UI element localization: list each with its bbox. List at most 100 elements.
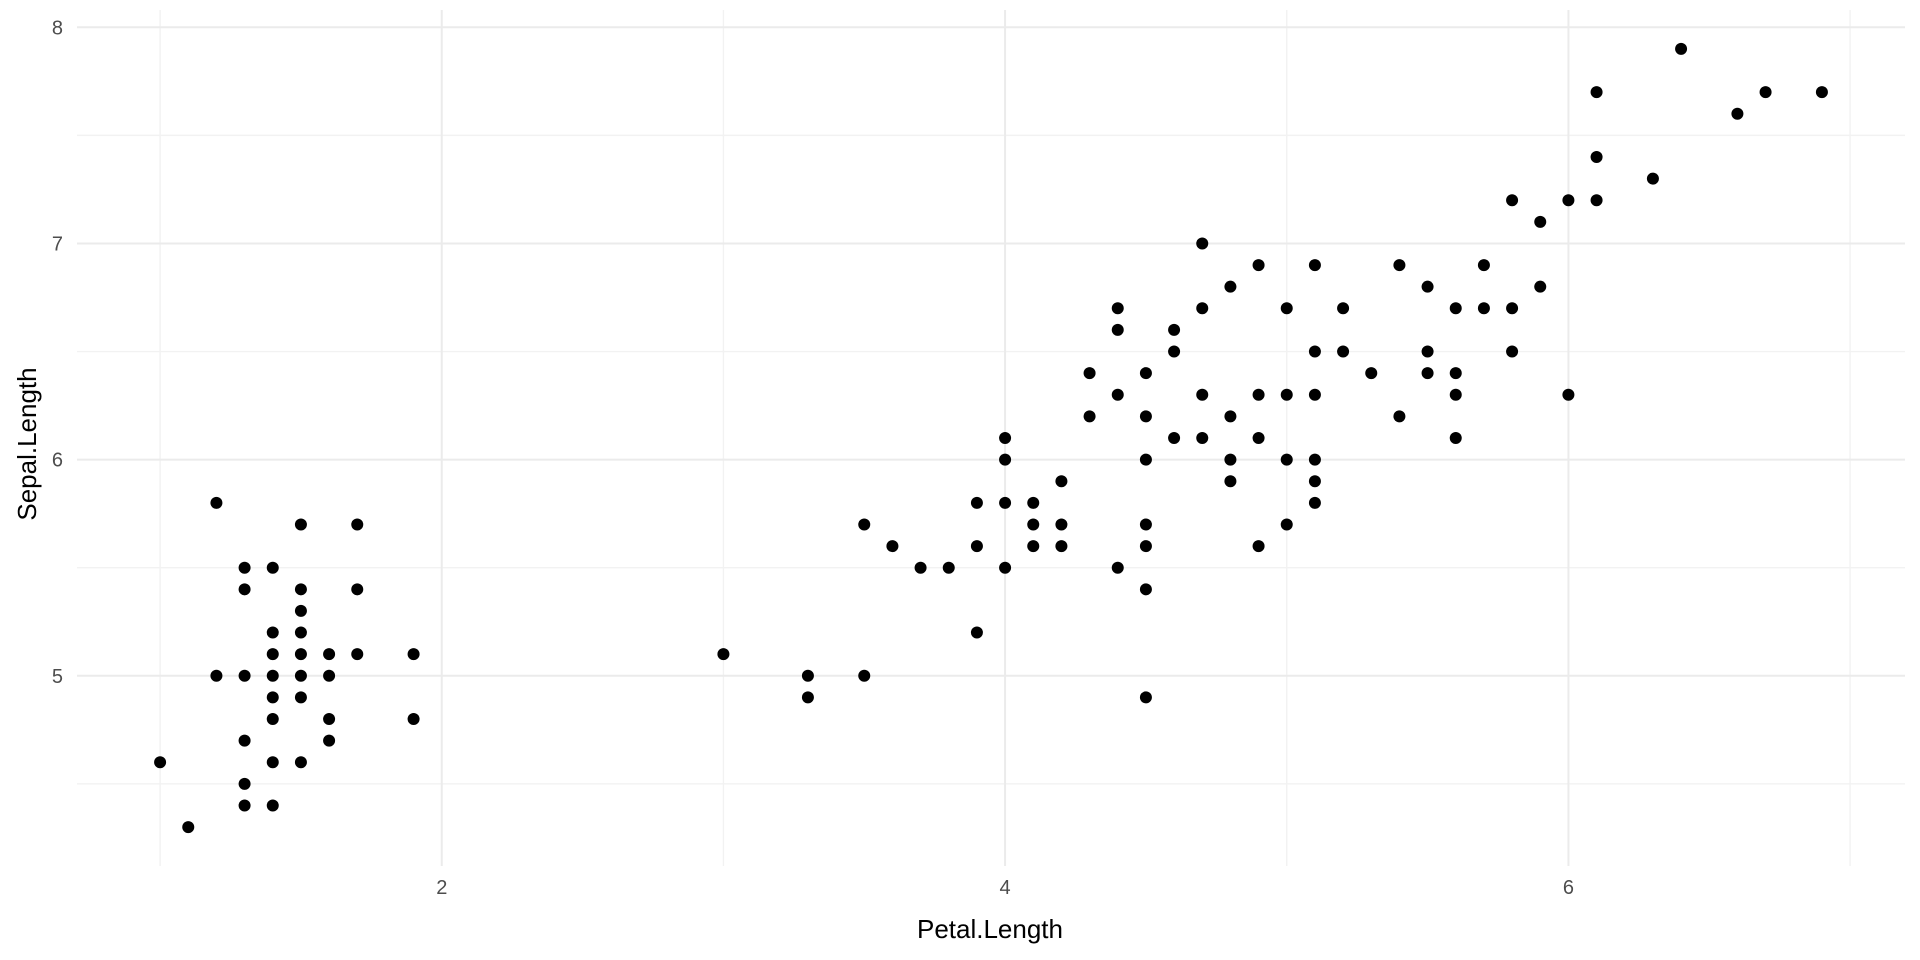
data-point [1139, 583, 1152, 596]
data-point [1027, 496, 1040, 509]
data-point [1449, 388, 1462, 401]
data-point [801, 691, 814, 704]
data-point [1111, 323, 1124, 336]
data-point [294, 669, 307, 682]
data-point [1139, 540, 1152, 553]
data-point [1139, 410, 1152, 423]
data-point [1055, 475, 1068, 488]
y-tick-label: 6 [52, 450, 63, 472]
data-point [1168, 345, 1181, 358]
data-point [914, 561, 927, 574]
data-point [351, 648, 364, 661]
data-point [1252, 540, 1265, 553]
data-point [1562, 194, 1575, 207]
data-point [351, 583, 364, 596]
data-point [1421, 280, 1434, 293]
data-point [1055, 518, 1068, 531]
data-point [1280, 388, 1293, 401]
minor-gridlines [77, 10, 1905, 866]
data-point [1337, 345, 1350, 358]
data-point [1111, 302, 1124, 315]
data-point [294, 518, 307, 531]
data-point [1308, 259, 1321, 272]
data-point [717, 648, 730, 661]
data-point [1759, 86, 1772, 99]
data-point [407, 648, 420, 661]
data-point [323, 713, 336, 726]
data-point [1590, 150, 1603, 163]
data-point [1196, 432, 1209, 444]
x-tick-label: 6 [1563, 877, 1574, 899]
data-point [1224, 280, 1237, 293]
data-point [1337, 302, 1350, 315]
data-point [1534, 215, 1547, 228]
data-point [210, 496, 223, 509]
data-point [1280, 453, 1293, 466]
data-point [266, 626, 279, 639]
data-point [1224, 410, 1237, 423]
data-point [351, 518, 364, 531]
data-point [294, 648, 307, 661]
data-point [294, 756, 307, 769]
data-point [266, 648, 279, 661]
data-point [1506, 345, 1519, 358]
x-axis-title: Petal.Length [917, 914, 1063, 944]
data-point [1590, 194, 1603, 207]
data-point [999, 432, 1012, 444]
data-point [1252, 388, 1265, 401]
data-point [1083, 367, 1096, 380]
y-tick-label: 7 [52, 233, 63, 255]
x-tick-label: 4 [1000, 877, 1011, 899]
data-point [238, 669, 251, 682]
data-point [1027, 518, 1040, 531]
data-point [1562, 388, 1575, 401]
x-tick-label: 2 [436, 877, 447, 899]
data-point [1477, 259, 1490, 272]
data-point [1308, 345, 1321, 358]
y-axis-tick-labels: 5 6 7 8 [52, 17, 63, 687]
data-point [266, 799, 279, 812]
data-point [1252, 432, 1265, 444]
data-point [154, 756, 167, 769]
x-axis-tick-labels: 2 4 6 [436, 877, 1574, 899]
data-point [210, 669, 223, 682]
data-point [1449, 432, 1462, 444]
data-point [294, 691, 307, 704]
data-point [1224, 475, 1237, 488]
data-point [238, 561, 251, 574]
data-point [1252, 259, 1265, 272]
data-point [1168, 323, 1181, 336]
data-point [323, 734, 336, 747]
data-point [858, 669, 871, 682]
y-axis-title: Sepal.Length [12, 367, 42, 520]
data-point [1111, 388, 1124, 401]
data-point [1308, 453, 1321, 466]
data-point [1139, 367, 1152, 380]
data-point [970, 626, 983, 639]
data-point [1731, 107, 1744, 120]
data-point [1139, 691, 1152, 704]
data-point [1027, 540, 1040, 553]
data-point [1224, 453, 1237, 466]
data-point [266, 561, 279, 574]
data-point [970, 496, 983, 509]
data-point [1506, 194, 1519, 207]
data-point [999, 496, 1012, 509]
data-point [1815, 86, 1828, 99]
data-point [266, 713, 279, 726]
data-point [266, 691, 279, 704]
data-point [1196, 388, 1209, 401]
data-point [1168, 432, 1181, 444]
data-point [182, 821, 195, 834]
data-point [1280, 302, 1293, 315]
data-point [294, 626, 307, 639]
data-point [801, 669, 814, 682]
data-point [942, 561, 955, 574]
major-gridlines [77, 10, 1905, 866]
data-point [1646, 172, 1659, 185]
data-point [323, 648, 336, 661]
data-point [970, 540, 983, 553]
data-point [238, 583, 251, 596]
data-point [1449, 302, 1462, 315]
